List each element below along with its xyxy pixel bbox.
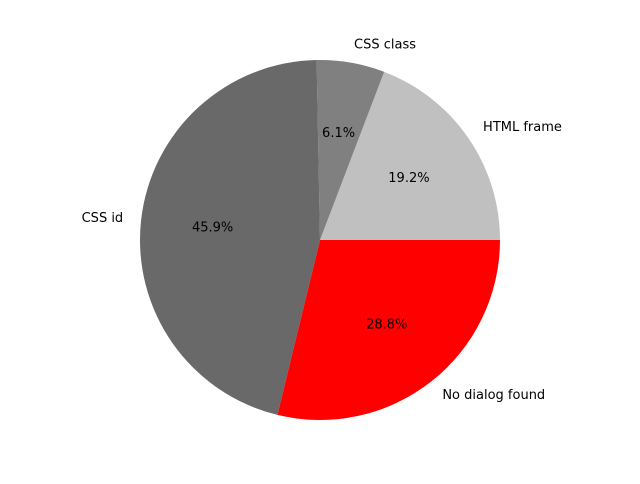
slice-percent-css-class: 6.1% <box>322 126 355 141</box>
pie-slice-html-frame <box>320 71 500 240</box>
slice-label-html-frame: HTML frame <box>483 120 562 135</box>
pie-slice-no-dialog-found <box>277 240 500 420</box>
slice-label-no-dialog-found: No dialog found <box>442 388 545 403</box>
pie-slice-css-id <box>140 60 320 415</box>
slice-label-css-id: CSS id <box>82 211 124 226</box>
pie-slice-css-class <box>316 60 385 240</box>
slice-percent-no-dialog-found: 28.8% <box>366 317 407 332</box>
slice-percent-css-id: 45.9% <box>192 221 233 236</box>
slice-percent-html-frame: 19.2% <box>388 171 429 186</box>
slice-label-css-class: CSS class <box>354 37 416 52</box>
